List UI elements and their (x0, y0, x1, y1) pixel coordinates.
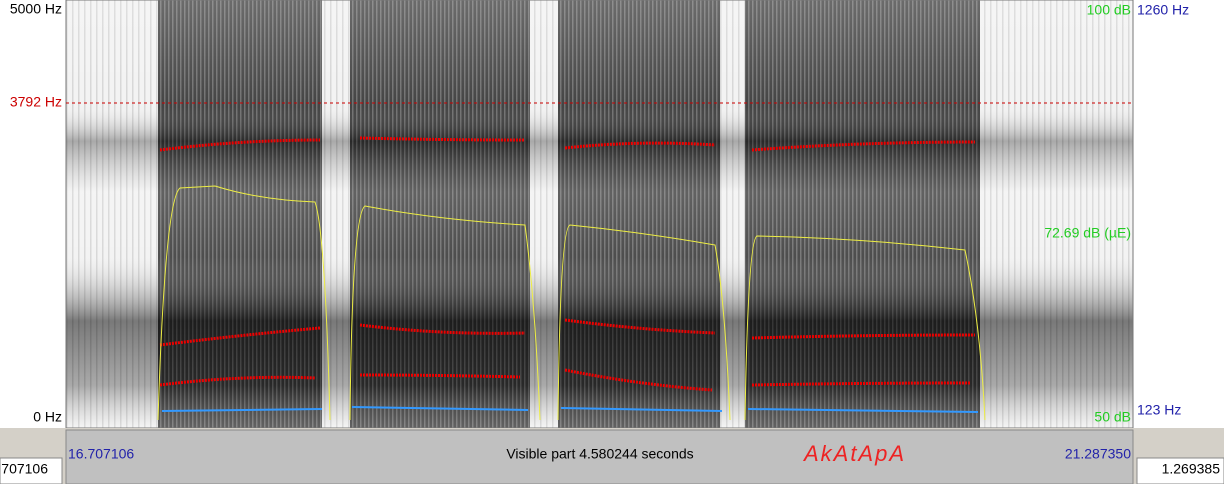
freq-cursor: 3792 Hz (10, 94, 62, 110)
freq-top: 5000 Hz (10, 1, 62, 17)
time-end: 21.287350 (1065, 446, 1131, 462)
spectrogram[interactable] (65, 0, 1134, 429)
intensity-curve (157, 185, 986, 421)
window-left: 707106 (1, 461, 48, 477)
text-grid-label: AkAtApA (802, 441, 906, 466)
pitch-curve (161, 406, 979, 413)
formants (159, 136, 976, 392)
intensity-value: 72.69 dB (µE) (1044, 225, 1131, 241)
visible-part: Visible part 4.580244 seconds (506, 446, 693, 462)
window-right-box[interactable] (1136, 457, 1224, 485)
intensity-top: 100 dB (1087, 2, 1131, 18)
pitch-top: 1260 Hz (1137, 2, 1189, 18)
window-right: 1.269385 (1162, 461, 1221, 477)
freq-bottom: 0 Hz (33, 409, 62, 425)
pitch-bottom: 123 Hz (1137, 402, 1181, 418)
time-start: 16.707106 (68, 446, 134, 462)
window-left-box[interactable] (0, 457, 63, 485)
intensity-bottom: 50 dB (1094, 409, 1131, 425)
